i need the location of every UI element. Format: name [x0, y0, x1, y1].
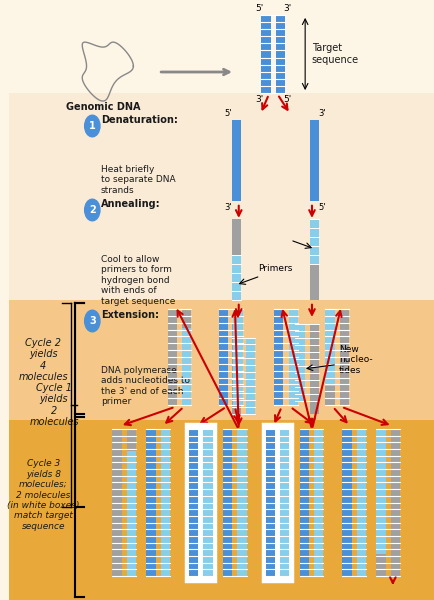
Circle shape [85, 115, 100, 137]
Text: Genomic DNA: Genomic DNA [66, 102, 140, 112]
Text: 2: 2 [89, 205, 95, 215]
Bar [9, 300, 434, 420]
Text: Cycle 3
yields 8
molecules;
2 molecules
(in white boxes)
match target
sequence: Cycle 3 yields 8 molecules; 2 molecules … [7, 460, 79, 530]
Bar [218, 309, 227, 405]
Text: 5': 5' [318, 203, 325, 212]
Text: 1: 1 [89, 121, 95, 131]
Bar [299, 429, 308, 576]
Text: 5': 5' [283, 95, 291, 104]
Bar [390, 429, 399, 554]
Text: 3: 3 [89, 316, 95, 326]
Bar [261, 15, 270, 93]
Bar [245, 337, 255, 414]
Text: 3': 3' [318, 109, 325, 118]
Text: Annealing:: Annealing: [101, 199, 160, 209]
Bar [309, 120, 319, 201]
Bar [309, 324, 319, 414]
Bar [275, 15, 285, 93]
Text: 3': 3' [254, 95, 263, 104]
Bar [126, 429, 136, 451]
Bar [233, 309, 242, 405]
Bar [237, 429, 246, 576]
Text: Cool to allow
primers to form
hydrogen bond
with ends of
target sequence: Cool to allow primers to form hydrogen b… [101, 255, 175, 305]
Bar [279, 429, 289, 576]
Bar [339, 386, 348, 405]
Bar [187, 426, 214, 579]
Bar [167, 309, 177, 328]
Text: 3': 3' [283, 4, 291, 13]
Circle shape [85, 199, 100, 221]
Bar [339, 309, 348, 386]
Text: 5': 5' [254, 4, 263, 13]
Circle shape [85, 310, 100, 332]
Bar [182, 309, 191, 328]
Text: Denaturation:: Denaturation: [101, 115, 177, 125]
Bar [313, 429, 323, 576]
Bar [9, 420, 434, 600]
Bar [273, 309, 283, 405]
Bar [231, 255, 240, 300]
Bar [295, 324, 304, 401]
Bar [188, 429, 198, 576]
Bar [167, 328, 177, 405]
Text: Cycle 1
yields
2
molecules: Cycle 1 yields 2 molecules [29, 383, 79, 427]
Text: New
nucleo-
tides: New nucleo- tides [339, 345, 372, 375]
Bar [126, 451, 136, 576]
Bar [9, 93, 434, 300]
Bar [231, 120, 240, 201]
Bar [325, 309, 334, 386]
Bar [265, 429, 274, 576]
Bar [186, 424, 215, 581]
Text: Cycle 2
yields
4
molecules: Cycle 2 yields 4 molecules [19, 338, 68, 382]
Bar [223, 429, 232, 576]
Bar [375, 554, 385, 576]
Bar [231, 219, 240, 300]
Text: Target
sequence: Target sequence [311, 43, 358, 65]
Bar [112, 429, 122, 451]
Bar [9, 0, 434, 93]
Bar [309, 219, 319, 264]
Bar [146, 429, 155, 576]
Text: Extension:: Extension: [101, 310, 158, 320]
Bar [342, 429, 351, 576]
Bar [112, 451, 122, 576]
Text: Primers: Primers [257, 264, 292, 273]
Bar [203, 429, 212, 576]
Bar [161, 429, 170, 576]
Bar [325, 386, 334, 405]
Bar [263, 424, 291, 581]
Bar [356, 429, 365, 576]
Bar [288, 309, 297, 405]
Text: 3': 3' [224, 203, 232, 212]
Text: DNA polymerase
adds nucleotides to
the 3' end of each
primer: DNA polymerase adds nucleotides to the 3… [101, 366, 189, 406]
Bar [231, 324, 240, 414]
Text: 5': 5' [224, 109, 232, 118]
Bar [182, 328, 191, 405]
Text: Heat briefly
to separate DNA
strands: Heat briefly to separate DNA strands [101, 165, 175, 195]
Bar [309, 219, 319, 300]
Bar [263, 426, 290, 579]
Bar [375, 429, 385, 554]
Bar [390, 554, 399, 576]
